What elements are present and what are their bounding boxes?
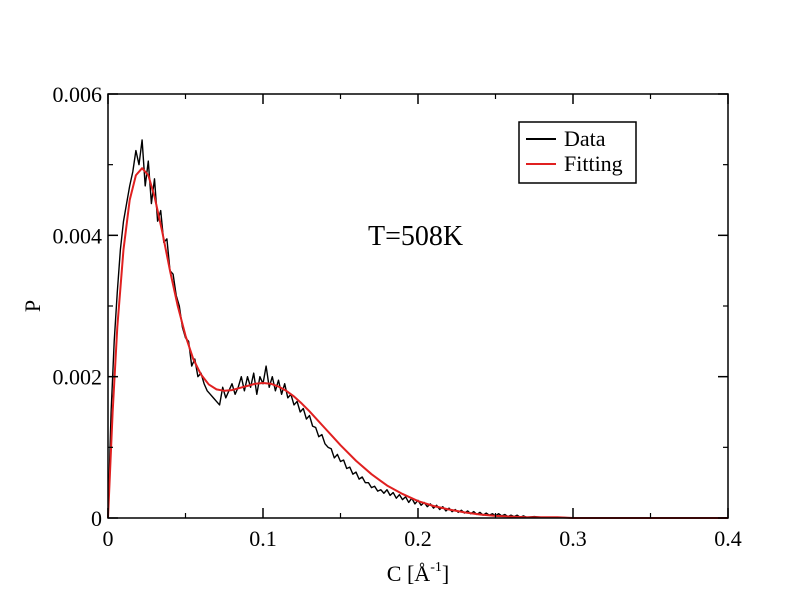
x-tick-label: 0.1 bbox=[249, 526, 277, 551]
x-axis-label-sup: -1 bbox=[430, 560, 442, 575]
x-axis-label-main: C [Å bbox=[387, 561, 431, 586]
y-axis-label: P bbox=[20, 300, 45, 312]
legend: Data Fitting bbox=[518, 121, 637, 184]
x-axis-label: C [Å-1] bbox=[387, 560, 449, 586]
legend-label-data: Data bbox=[564, 126, 606, 151]
x-tick-label: 0.3 bbox=[559, 526, 587, 551]
y-tick-label: 0.004 bbox=[53, 223, 103, 248]
x-tick-label: 0 bbox=[103, 526, 114, 551]
temperature-annotation: T=508K bbox=[368, 221, 463, 252]
ticks-layer bbox=[107, 93, 729, 519]
series-line-fitting bbox=[107, 167, 728, 519]
x-tick-label: 0.2 bbox=[404, 526, 432, 551]
series-layer bbox=[107, 139, 728, 519]
y-tick-label: 0.002 bbox=[53, 365, 103, 390]
y-tick-label: 0.006 bbox=[53, 82, 103, 107]
x-tick-label: 0.4 bbox=[714, 526, 742, 551]
labels-layer: 0 0.1 0.2 0.3 0.4 0 0.002 0.004 0.006 bbox=[53, 82, 742, 551]
legend-box bbox=[518, 121, 637, 184]
y-tick-label: 0 bbox=[91, 506, 102, 531]
x-axis-label-close: ] bbox=[442, 561, 449, 586]
legend-label-fitting: Fitting bbox=[564, 151, 623, 176]
